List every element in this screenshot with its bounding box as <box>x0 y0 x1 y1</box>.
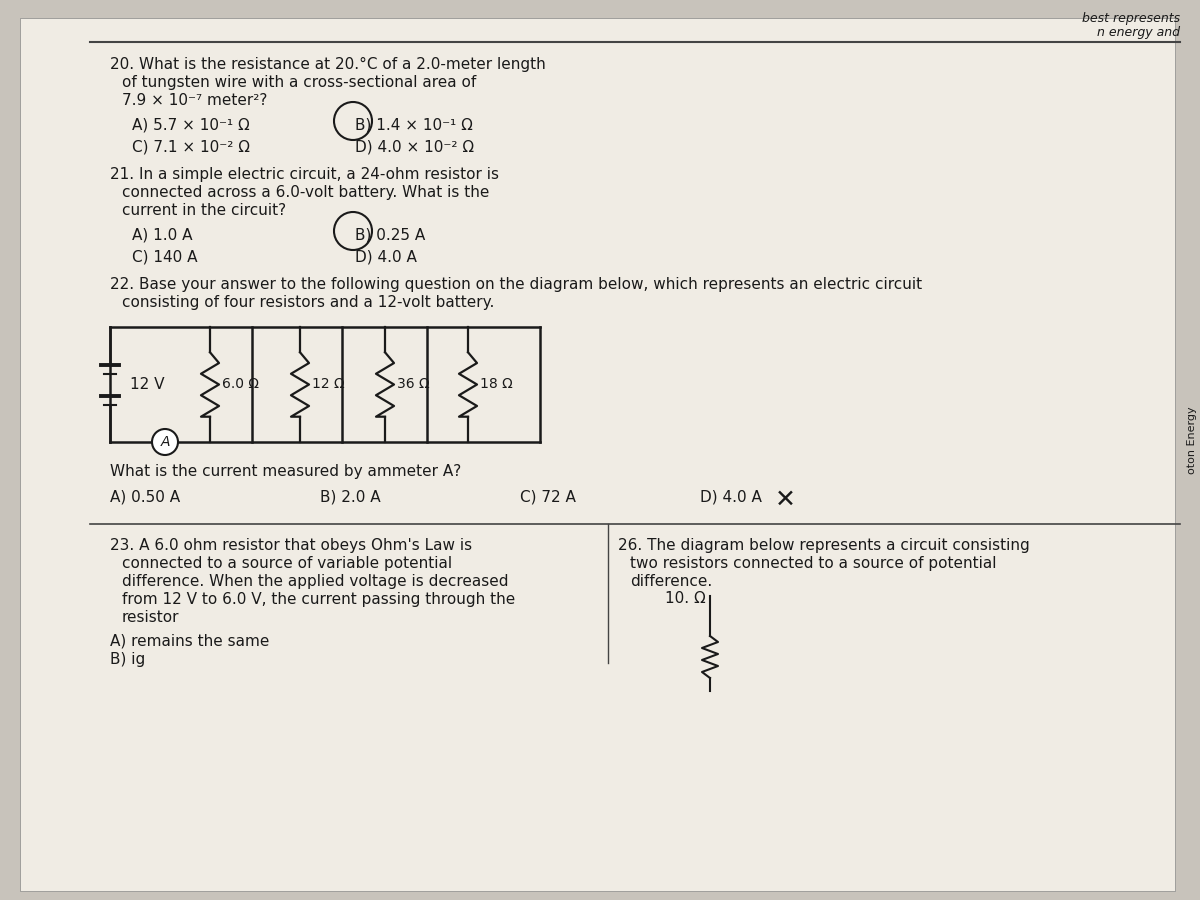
Text: from 12 V to 6.0 V, the current passing through the: from 12 V to 6.0 V, the current passing … <box>122 592 515 607</box>
Text: A: A <box>161 435 169 449</box>
Text: B) 2.0 A: B) 2.0 A <box>320 490 380 505</box>
Circle shape <box>152 429 178 455</box>
Text: A) 0.50 A: A) 0.50 A <box>110 490 180 505</box>
Text: B) 0.25 A: B) 0.25 A <box>355 227 425 242</box>
Text: B) ig: B) ig <box>110 652 145 667</box>
Text: A) remains the same: A) remains the same <box>110 634 269 649</box>
Text: current in the circuit?: current in the circuit? <box>122 203 286 218</box>
Text: resistor: resistor <box>122 610 180 625</box>
Text: 6.0 Ω: 6.0 Ω <box>222 377 259 392</box>
Text: 23. A 6.0 ohm resistor that obeys Ohm's Law is: 23. A 6.0 ohm resistor that obeys Ohm's … <box>110 538 472 553</box>
Text: 18 Ω: 18 Ω <box>480 377 512 392</box>
Text: A) 5.7 × 10⁻¹ Ω: A) 5.7 × 10⁻¹ Ω <box>132 117 250 132</box>
Text: 26. The diagram below represents a circuit consisting: 26. The diagram below represents a circu… <box>618 538 1030 553</box>
Text: of tungsten wire with a cross-sectional area of: of tungsten wire with a cross-sectional … <box>122 75 476 90</box>
Text: C) 7.1 × 10⁻² Ω: C) 7.1 × 10⁻² Ω <box>132 139 250 154</box>
Text: B) 1.4 × 10⁻¹ Ω: B) 1.4 × 10⁻¹ Ω <box>355 117 473 132</box>
Text: two resistors connected to a source of potential: two resistors connected to a source of p… <box>630 556 996 571</box>
Text: 12 Ω: 12 Ω <box>312 377 344 392</box>
Text: 10. Ω: 10. Ω <box>665 591 706 606</box>
Text: D) 4.0 A: D) 4.0 A <box>700 490 762 505</box>
Text: What is the current measured by ammeter A?: What is the current measured by ammeter … <box>110 464 461 479</box>
Text: 36 Ω: 36 Ω <box>397 377 430 392</box>
Text: ✕: ✕ <box>775 488 796 512</box>
Text: D) 4.0 A: D) 4.0 A <box>355 249 416 264</box>
Text: consisting of four resistors and a 12-volt battery.: consisting of four resistors and a 12-vo… <box>122 295 494 310</box>
Text: 20. What is the resistance at 20.°C of a 2.0-meter length: 20. What is the resistance at 20.°C of a… <box>110 57 546 72</box>
Text: oton Energy: oton Energy <box>1187 406 1198 473</box>
Text: A) 1.0 A: A) 1.0 A <box>132 227 192 242</box>
Text: best represents: best represents <box>1082 12 1180 25</box>
Text: difference.: difference. <box>630 574 713 589</box>
Text: connected across a 6.0-volt battery. What is the: connected across a 6.0-volt battery. Wha… <box>122 185 490 200</box>
Text: difference. When the applied voltage is decreased: difference. When the applied voltage is … <box>122 574 509 589</box>
Text: C) 72 A: C) 72 A <box>520 490 576 505</box>
Text: connected to a source of variable potential: connected to a source of variable potent… <box>122 556 452 571</box>
Text: 12 V: 12 V <box>130 377 164 392</box>
Text: C) 140 A: C) 140 A <box>132 249 198 264</box>
Text: 7.9 × 10⁻⁷ meter²?: 7.9 × 10⁻⁷ meter²? <box>122 93 268 108</box>
Text: 21. In a simple electric circuit, a 24-ohm resistor is: 21. In a simple electric circuit, a 24-o… <box>110 167 499 182</box>
Text: D) 4.0 × 10⁻² Ω: D) 4.0 × 10⁻² Ω <box>355 139 474 154</box>
Text: 22. Base your answer to the following question on the diagram below, which repre: 22. Base your answer to the following qu… <box>110 277 922 292</box>
Text: n energy and: n energy and <box>1097 26 1180 39</box>
